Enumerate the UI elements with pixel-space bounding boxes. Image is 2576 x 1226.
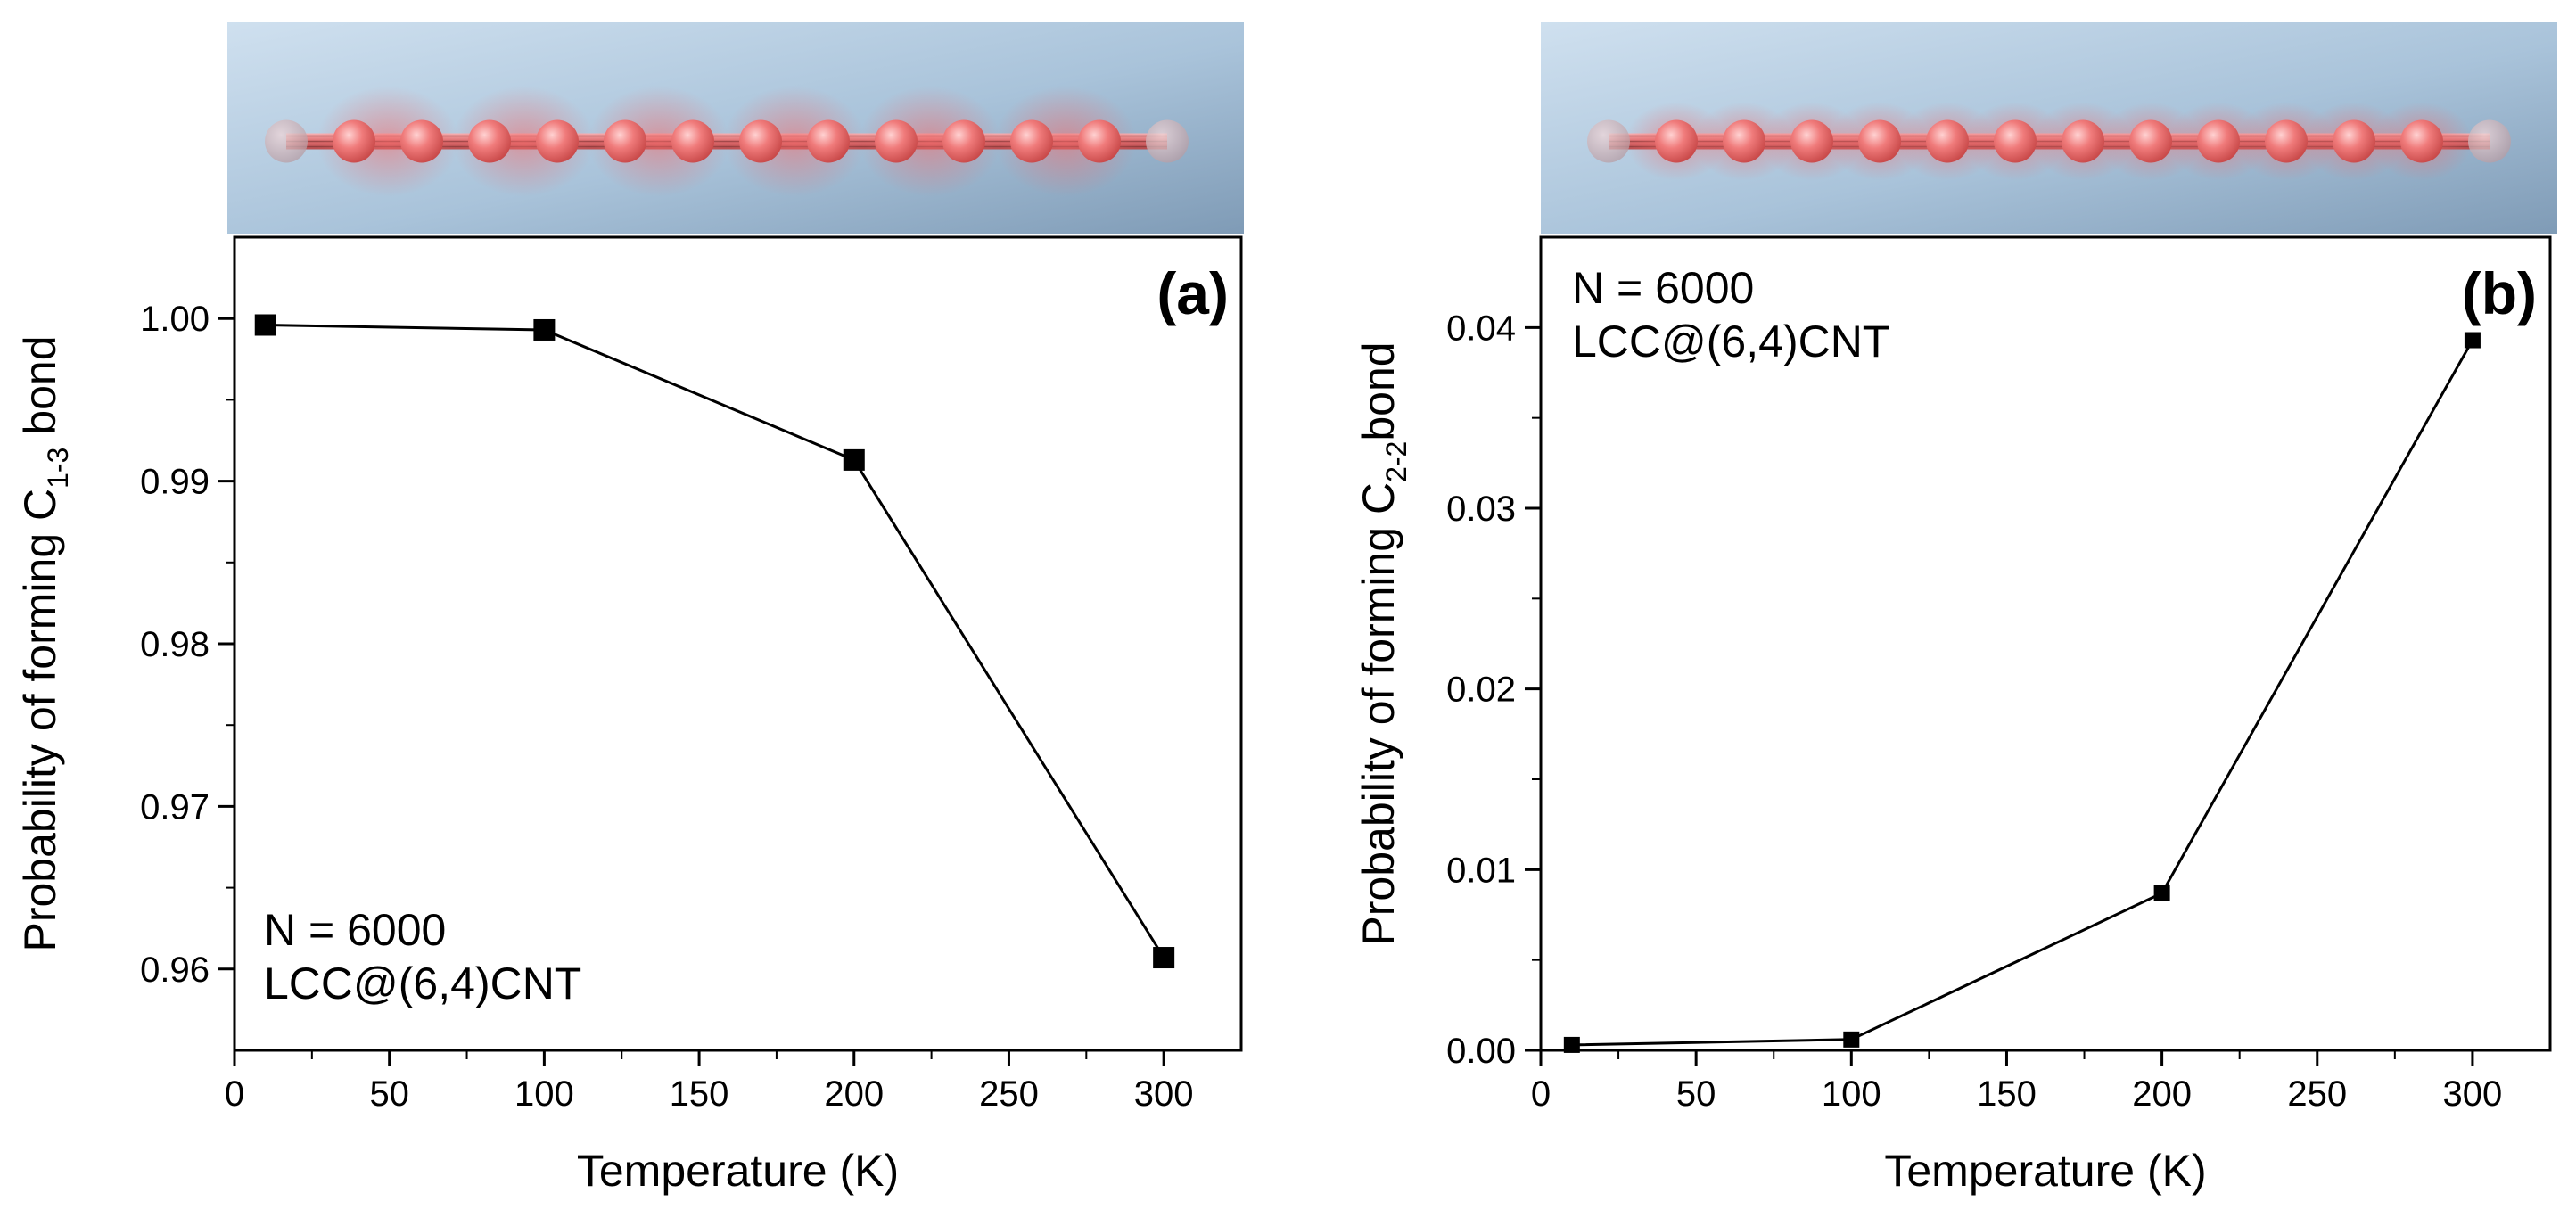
bond-glow (859, 86, 1001, 197)
data-point (2153, 885, 2170, 901)
carbon-atom (739, 119, 782, 163)
data-point (1153, 947, 1175, 969)
panel-label-a: (a) (1156, 260, 1229, 326)
y-tick-label: 0.99 (140, 463, 210, 502)
carbon-atom (671, 119, 714, 163)
carbon-atom (604, 119, 646, 163)
data-point (843, 448, 865, 471)
carbon-atom (2062, 119, 2104, 163)
x-axis-title-a: Temperature (K) (577, 1146, 899, 1196)
x-tick-label: 250 (2287, 1074, 2347, 1114)
carbon-atom (2197, 119, 2240, 163)
y-tick-label: 0.98 (140, 625, 210, 664)
y-tick-label: 0.97 (140, 787, 210, 827)
x-tick-label: 150 (1977, 1074, 2037, 1114)
data-markers-a (254, 314, 1175, 969)
carbon-atom (1587, 119, 1630, 163)
carbon-atom (807, 119, 850, 163)
x-tick-label: 250 (979, 1074, 1039, 1114)
annotation-n-b: N = 6000 (1572, 263, 1754, 313)
y-axis-title-suffix-a: bond (15, 335, 65, 447)
y-tick-label: 0.03 (1446, 490, 1516, 529)
carbon-atom (2468, 119, 2511, 163)
bond-glow (452, 86, 595, 197)
data-point (533, 318, 556, 341)
x-tick-label: 200 (2132, 1074, 2192, 1114)
y-axis-title-subscript-a: 1-3 (42, 448, 74, 489)
x-tick-label: 100 (514, 1074, 574, 1114)
y-axis-title-prefix-a: Probability of forming C (15, 489, 65, 952)
carbon-chain-illustration-b (1541, 22, 2557, 234)
carbon-atom (1146, 119, 1189, 163)
data-markers-b (1563, 332, 2481, 1053)
y-tick-label: 0.04 (1446, 309, 1516, 348)
series-line-b (1571, 339, 2474, 1047)
carbon-atom (2129, 119, 2172, 163)
y-tick-label: 0.96 (140, 950, 210, 990)
carbon-atom (1790, 119, 1833, 163)
carbon-atom (1655, 119, 1698, 163)
ticks-b: 0 50 100 150 200 250 300 0.00 0.01 0.02 0.03 0.04 (1446, 309, 2502, 1114)
carbon-atom (400, 119, 443, 163)
annotation-lcc-a: LCC@(6,4)CNT (264, 959, 581, 1008)
y-axis-title-b: Probability of forming C2-2bond (1354, 341, 1412, 945)
carbon-atom (468, 119, 511, 163)
panel-a: 0 50 100 150 200 250 300 0.96 0.97 0.98 0.99 1.00 (… (15, 22, 1244, 1196)
carbon-atom (1858, 119, 1901, 163)
carbon-atom (1010, 119, 1053, 163)
x-tick-label: 300 (1134, 1074, 1194, 1114)
annotation-n-a: N = 6000 (264, 905, 446, 955)
carbon-atom (2333, 119, 2375, 163)
carbon-atom (942, 119, 985, 163)
y-tick-label: 1.00 (140, 300, 210, 339)
x-tick-label: 150 (670, 1074, 729, 1114)
carbon-atom (536, 119, 579, 163)
panel-b: 0 50 100 150 200 250 300 0.00 0.01 0.02 0.03 0.04 (… (1354, 22, 2557, 1196)
x-tick-label: 50 (369, 1074, 409, 1114)
x-tick-label: 0 (1531, 1074, 1551, 1114)
series-line (265, 324, 1165, 959)
x-tick-label: 50 (1676, 1074, 1716, 1114)
bond-glow (994, 86, 1137, 197)
bond-glow (588, 86, 730, 197)
carbon-atom (265, 119, 308, 163)
x-tick-label: 0 (225, 1074, 244, 1114)
plot-frame-b (1539, 235, 2552, 1052)
data-point (254, 314, 276, 336)
y-axis-title-suffix-b: bond (1354, 341, 1403, 440)
x-tick-label: 200 (824, 1074, 884, 1114)
x-tick-label: 300 (2443, 1074, 2503, 1114)
series-line-a (265, 324, 1165, 959)
series-line (1571, 339, 2474, 1047)
carbon-atom (2400, 119, 2443, 163)
data-point (1843, 1031, 1860, 1048)
carbon-atom (1926, 119, 1969, 163)
bond-glow (317, 86, 459, 197)
data-point (2464, 332, 2481, 349)
carbon-atom (1994, 119, 2037, 163)
carbon-atom (1078, 119, 1121, 163)
y-tick-label: 0.01 (1446, 851, 1516, 890)
carbon-chain-illustration-a (227, 22, 1244, 234)
carbon-atom (1723, 119, 1765, 163)
carbon-atom (333, 119, 375, 163)
x-axis-title-b: Temperature (K) (1884, 1146, 2206, 1196)
y-axis-title-prefix-b: Probability of forming C (1354, 482, 1403, 946)
bond-glow (723, 86, 866, 197)
x-tick-label: 100 (1822, 1074, 1881, 1114)
y-tick-label: 0.02 (1446, 671, 1516, 710)
annotation-lcc-b: LCC@(6,4)CNT (1572, 317, 1889, 366)
ticks-a: 0 50 100 150 200 250 300 0.96 0.97 0.98 0.99 1.00 (140, 300, 1193, 1114)
data-point (1563, 1036, 1580, 1053)
carbon-atom (2265, 119, 2308, 163)
y-axis-title-a: Probability of forming C1-3 bond (15, 335, 74, 951)
y-tick-label: 0.00 (1446, 1032, 1516, 1071)
panel-label-b: (b) (2462, 260, 2537, 326)
y-axis-title-subscript-b: 2-2 (1380, 441, 1412, 482)
carbon-atom (875, 119, 918, 163)
